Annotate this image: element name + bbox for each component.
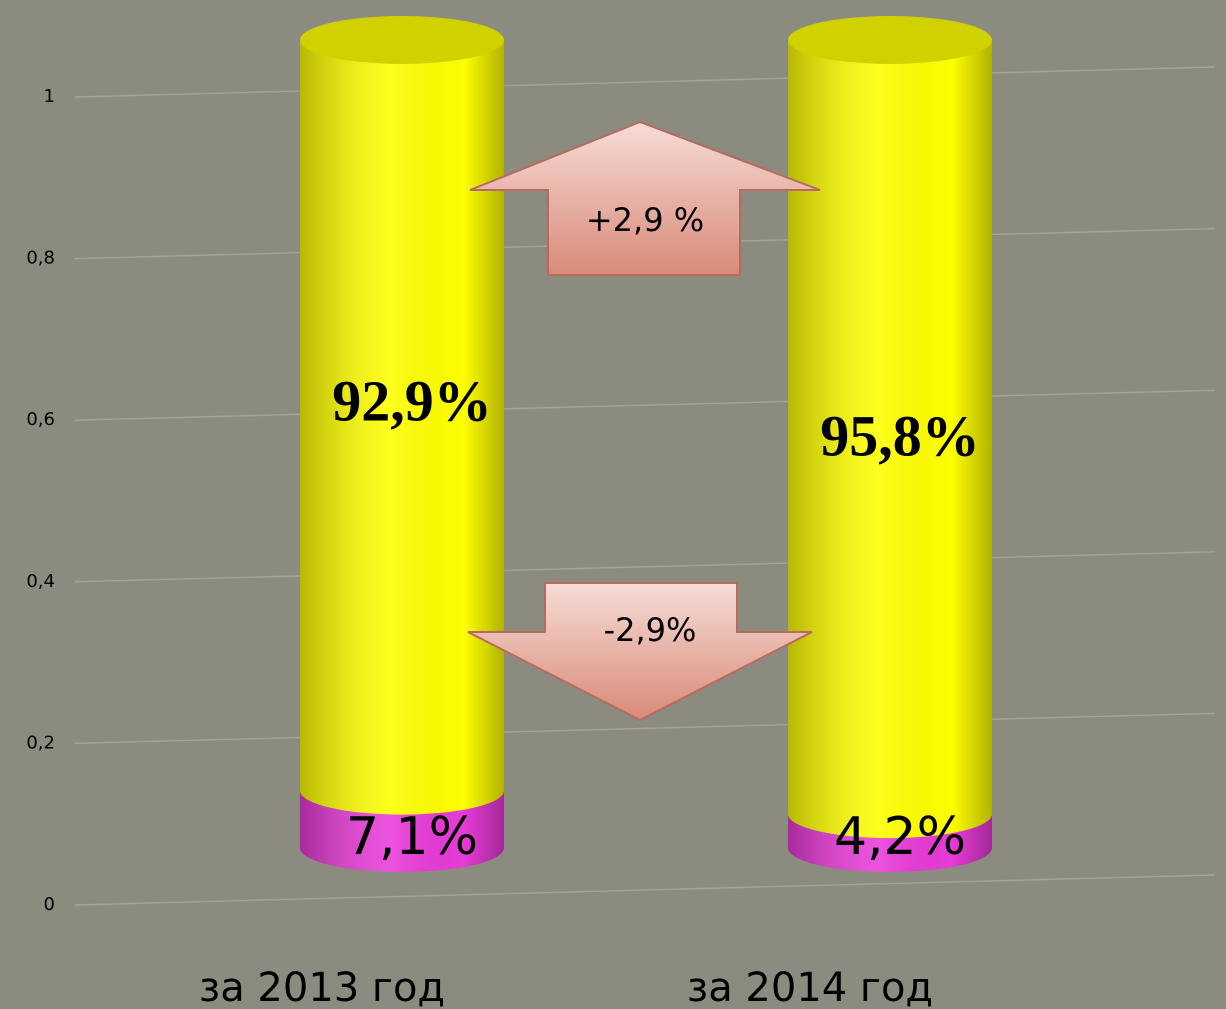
shading [300,40,504,815]
y-tick-label: 0,8 [26,248,55,269]
data-label: 92,9% [332,369,492,434]
up-arrow [469,120,821,276]
cylinder-top [300,16,504,64]
down-arrow [467,582,813,722]
grid-line [74,389,1216,421]
labels: 0 0,2 0,4 0,6 0,8 1 за 2013 год 7,1% 92,9% за 201… [26,86,979,1009]
x-tick-label: за 2014 год [687,965,933,1009]
cylinder-top-shade [300,16,504,64]
data-label: 95,8% [820,403,980,468]
shading [788,40,992,839]
annotation: +2,9 % [586,201,704,239]
cylinder-top-shade [788,16,992,64]
grid-line [74,551,1216,583]
grid-line [74,66,1216,98]
y-tick-label: 0,4 [26,571,55,592]
y-tick-label: 0,2 [26,732,55,753]
grid-line [74,874,1216,906]
cylinder-top [788,16,992,64]
y-tick-label: 1 [44,86,55,107]
y-tick-label: 0 [44,894,55,915]
bars [300,16,992,872]
y-tick-label: 0,6 [26,409,55,430]
grid-line [74,712,1216,745]
annotation: -2,9% [604,611,697,649]
x-tick-label: за 2013 год [199,965,445,1009]
data-label: 4,2% [834,807,966,867]
data-label: 7,1% [346,807,478,867]
